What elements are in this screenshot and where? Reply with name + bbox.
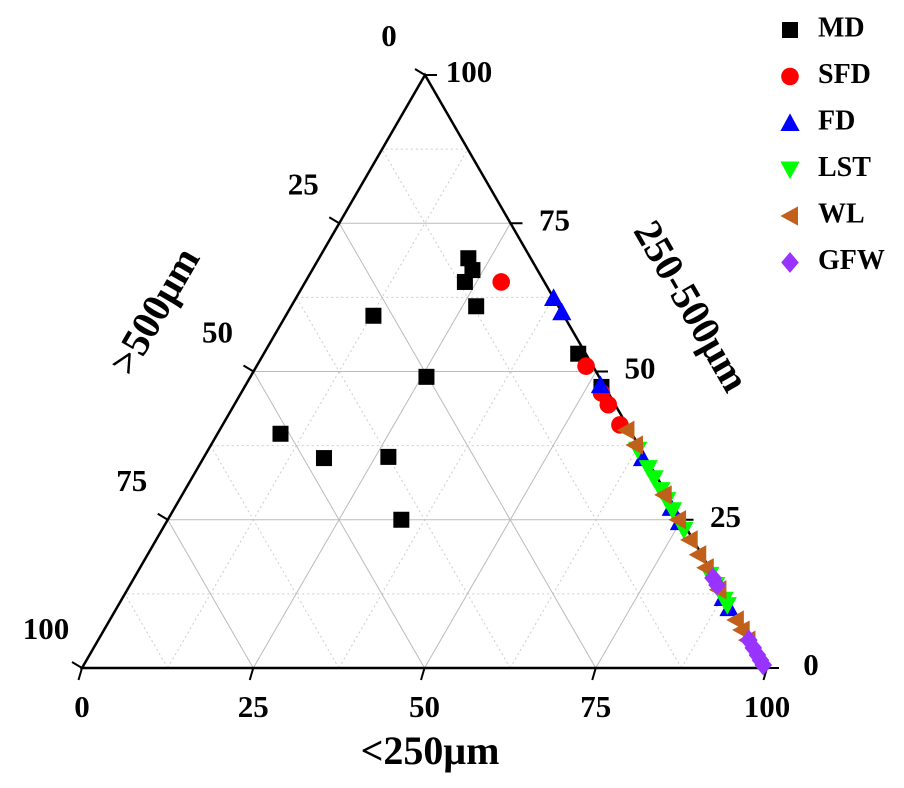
marker [688,545,707,565]
legend-marker [782,22,798,38]
legend-marker [781,252,799,273]
tick-mark [420,667,426,681]
marker [754,654,773,676]
tick-label: 25 [238,689,269,724]
marker [380,448,397,465]
marker [717,597,737,615]
marker [674,521,694,540]
tick-mark [591,667,597,681]
marker [616,420,635,440]
axis-title: >500μm [100,239,208,382]
marker [543,288,564,306]
marker [680,530,698,550]
marker [393,511,410,528]
marker [570,345,587,362]
marker [577,357,595,375]
marker [552,302,572,321]
legend-label: LST [818,152,871,183]
marker [726,610,744,630]
marker [625,435,643,455]
tick-mark [157,512,169,521]
tick-mark [328,216,340,225]
legend-marker [780,113,800,131]
legend-label: FD [818,105,855,136]
marker [644,470,664,488]
marker [590,375,611,394]
tick-label: 0 [803,647,819,682]
tick-mark [248,667,255,681]
legend-marker [780,206,798,226]
tick-label: 25 [288,166,319,201]
minor-grid-line [338,297,554,669]
minor-grid-line [124,593,169,669]
tick-label: 0 [74,689,90,724]
grid-line [252,222,511,669]
marker [365,307,382,324]
grid-line [253,371,425,669]
legend-label: WL [818,198,865,229]
tick-mark [77,667,83,681]
marker [654,485,672,505]
tick-label: 50 [202,315,233,350]
legend-marker [781,67,799,86]
tick-label: 100 [23,611,70,646]
tick-label: 100 [744,689,791,724]
marker [668,510,687,530]
minor-grid-line [680,593,725,669]
tick-label: 0 [381,18,397,53]
tick-mark [414,68,426,76]
tick-mark [242,364,255,373]
tick-label: 75 [580,689,611,724]
minor-grid-line [509,445,640,669]
marker [651,482,671,500]
legend-marker [780,161,800,180]
tick-label: 75 [116,463,147,498]
marker [599,395,618,414]
tick-label: 25 [710,499,741,534]
triangle-frame [79,72,770,670]
tick-label: 50 [625,351,656,386]
marker [638,460,658,478]
grid-line [167,519,254,669]
minor-grid-line [381,148,682,669]
grid-line [338,223,597,669]
marker [708,574,726,596]
minor-grid-line [167,148,469,669]
marker [418,368,435,385]
minor-grid-line [295,297,511,669]
minor-grid-line [210,445,340,669]
marker [492,273,511,291]
tick-mark [71,661,83,669]
marker [468,298,485,315]
grid-line [595,519,682,669]
marker [315,450,332,467]
marker [272,425,289,442]
tick-label: 100 [446,54,493,89]
marker [744,637,763,659]
axis-title: <250μm [361,728,500,773]
legend-label: SFD [818,59,871,90]
marker [456,273,473,290]
tick-label: 50 [409,689,440,724]
legend-label: MD [818,12,865,43]
legend-label: GFW [818,245,885,276]
marker [663,502,683,520]
tick-label: 75 [539,202,570,237]
